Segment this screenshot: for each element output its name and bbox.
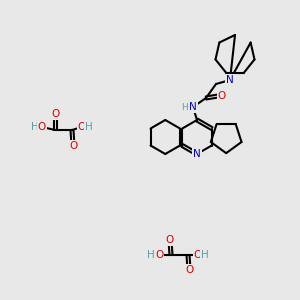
Text: O: O xyxy=(78,122,86,132)
Text: O: O xyxy=(194,250,202,260)
Text: H: H xyxy=(182,103,188,112)
Text: O: O xyxy=(166,235,174,245)
Text: N: N xyxy=(193,149,201,159)
Text: N: N xyxy=(226,75,234,85)
Text: O: O xyxy=(51,109,59,119)
Text: O: O xyxy=(155,250,163,260)
Text: H: H xyxy=(147,250,155,260)
Text: H: H xyxy=(201,250,209,260)
Text: H: H xyxy=(31,122,39,132)
Text: O: O xyxy=(69,141,77,151)
Text: N: N xyxy=(189,102,197,112)
Text: O: O xyxy=(185,265,193,275)
Text: O: O xyxy=(38,122,46,132)
Text: O: O xyxy=(218,91,226,101)
Text: H: H xyxy=(85,122,93,132)
